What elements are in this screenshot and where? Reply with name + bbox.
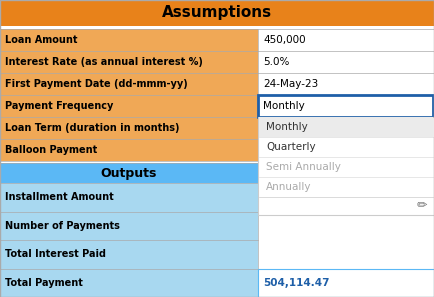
Text: Installment Amount: Installment Amount: [5, 192, 114, 202]
Text: Balloon Payment: Balloon Payment: [5, 145, 97, 155]
FancyBboxPatch shape: [0, 0, 434, 26]
Text: Quarterly: Quarterly: [266, 142, 316, 152]
Text: Number of Payments: Number of Payments: [5, 221, 120, 231]
FancyBboxPatch shape: [0, 163, 258, 183]
Text: Monthly: Monthly: [263, 101, 305, 111]
FancyBboxPatch shape: [0, 29, 258, 161]
Text: ✏: ✏: [417, 200, 427, 212]
Text: Total Interest Paid: Total Interest Paid: [5, 249, 106, 259]
Text: 504,114.47: 504,114.47: [263, 278, 329, 288]
Text: Semi Annually: Semi Annually: [266, 162, 341, 172]
Text: Interest Rate (as annual interest %): Interest Rate (as annual interest %): [5, 57, 203, 67]
Text: 24-May-23: 24-May-23: [263, 79, 318, 89]
Text: Loan Term (duration in months): Loan Term (duration in months): [5, 123, 180, 133]
FancyBboxPatch shape: [0, 183, 258, 297]
FancyBboxPatch shape: [258, 268, 434, 297]
Text: Total Payment: Total Payment: [5, 278, 83, 288]
Text: 450,000: 450,000: [263, 35, 306, 45]
Text: Loan Amount: Loan Amount: [5, 35, 78, 45]
FancyBboxPatch shape: [258, 95, 433, 117]
Text: Outputs: Outputs: [101, 167, 157, 179]
FancyBboxPatch shape: [258, 117, 434, 215]
FancyBboxPatch shape: [258, 29, 434, 161]
Text: Assumptions: Assumptions: [162, 6, 272, 20]
Text: Annually: Annually: [266, 182, 312, 192]
Text: Monthly: Monthly: [266, 122, 308, 132]
FancyBboxPatch shape: [259, 117, 433, 137]
Text: First Payment Date (dd-mmm-yy): First Payment Date (dd-mmm-yy): [5, 79, 188, 89]
Text: Payment Frequency: Payment Frequency: [5, 101, 113, 111]
Text: 5.0%: 5.0%: [263, 57, 289, 67]
